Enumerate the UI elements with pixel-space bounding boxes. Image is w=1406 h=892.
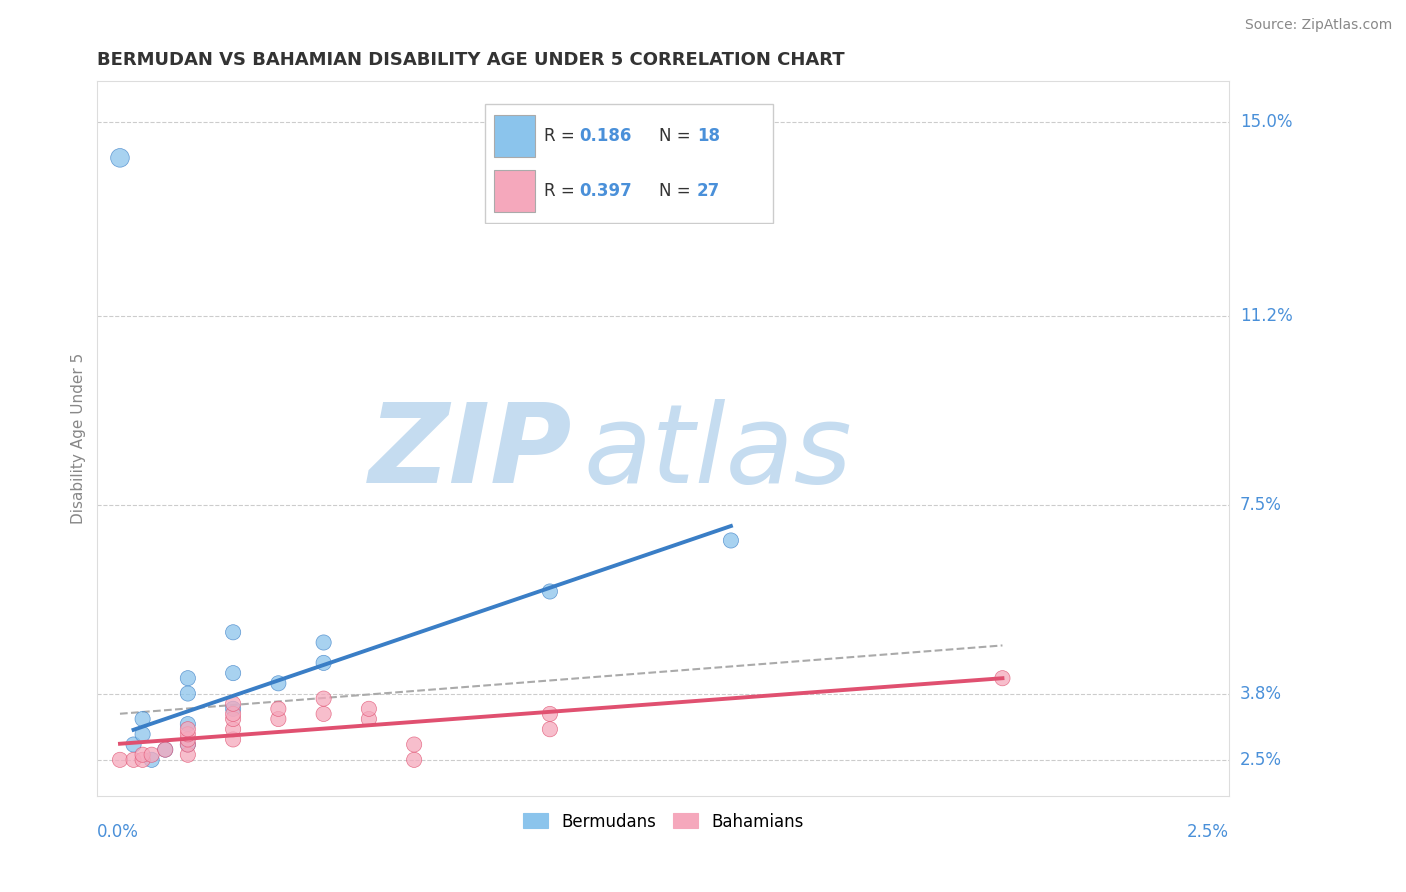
Point: [267, 702, 290, 716]
Text: 15.0%: 15.0%: [1240, 113, 1292, 131]
Point: [222, 702, 245, 716]
Text: 2.5%: 2.5%: [1187, 823, 1229, 841]
Point: [131, 712, 153, 726]
Point: [141, 753, 163, 767]
Point: [312, 691, 335, 706]
Point: [404, 738, 426, 752]
Point: [141, 747, 163, 762]
Legend: Bermudans, Bahamians: Bermudans, Bahamians: [516, 805, 810, 838]
Point: [267, 676, 290, 690]
Text: Source: ZipAtlas.com: Source: ZipAtlas.com: [1244, 18, 1392, 32]
Point: [222, 625, 245, 640]
Point: [177, 738, 200, 752]
Point: [131, 727, 153, 741]
Point: [538, 584, 561, 599]
Text: 3.8%: 3.8%: [1240, 684, 1282, 703]
Point: [222, 712, 245, 726]
Point: [177, 686, 200, 700]
Text: 7.5%: 7.5%: [1240, 496, 1282, 514]
Point: [538, 706, 561, 721]
Point: [108, 151, 131, 165]
Point: [122, 753, 145, 767]
Point: [222, 723, 245, 737]
Point: [222, 697, 245, 711]
Point: [122, 738, 145, 752]
Text: 2.5%: 2.5%: [1240, 751, 1282, 769]
Point: [222, 706, 245, 721]
Point: [177, 732, 200, 747]
Point: [538, 723, 561, 737]
Point: [312, 635, 335, 649]
Point: [312, 706, 335, 721]
Point: [131, 747, 153, 762]
Point: [108, 753, 131, 767]
Point: [404, 753, 426, 767]
Y-axis label: Disability Age Under 5: Disability Age Under 5: [72, 353, 86, 524]
Text: 11.2%: 11.2%: [1240, 307, 1292, 325]
Point: [155, 742, 177, 756]
Text: atlas: atlas: [583, 400, 852, 507]
Point: [177, 747, 200, 762]
Point: [222, 732, 245, 747]
Text: 0.0%: 0.0%: [97, 823, 139, 841]
Point: [267, 712, 290, 726]
Point: [991, 671, 1014, 685]
Point: [357, 702, 380, 716]
Point: [177, 671, 200, 685]
Text: BERMUDAN VS BAHAMIAN DISABILITY AGE UNDER 5 CORRELATION CHART: BERMUDAN VS BAHAMIAN DISABILITY AGE UNDE…: [97, 51, 845, 69]
Point: [357, 712, 380, 726]
Point: [177, 723, 200, 737]
Point: [155, 742, 177, 756]
Point: [131, 753, 153, 767]
Text: ZIP: ZIP: [368, 400, 572, 507]
Point: [177, 717, 200, 731]
Point: [177, 738, 200, 752]
Point: [312, 656, 335, 670]
Point: [177, 727, 200, 741]
Point: [720, 533, 742, 548]
Point: [222, 666, 245, 681]
